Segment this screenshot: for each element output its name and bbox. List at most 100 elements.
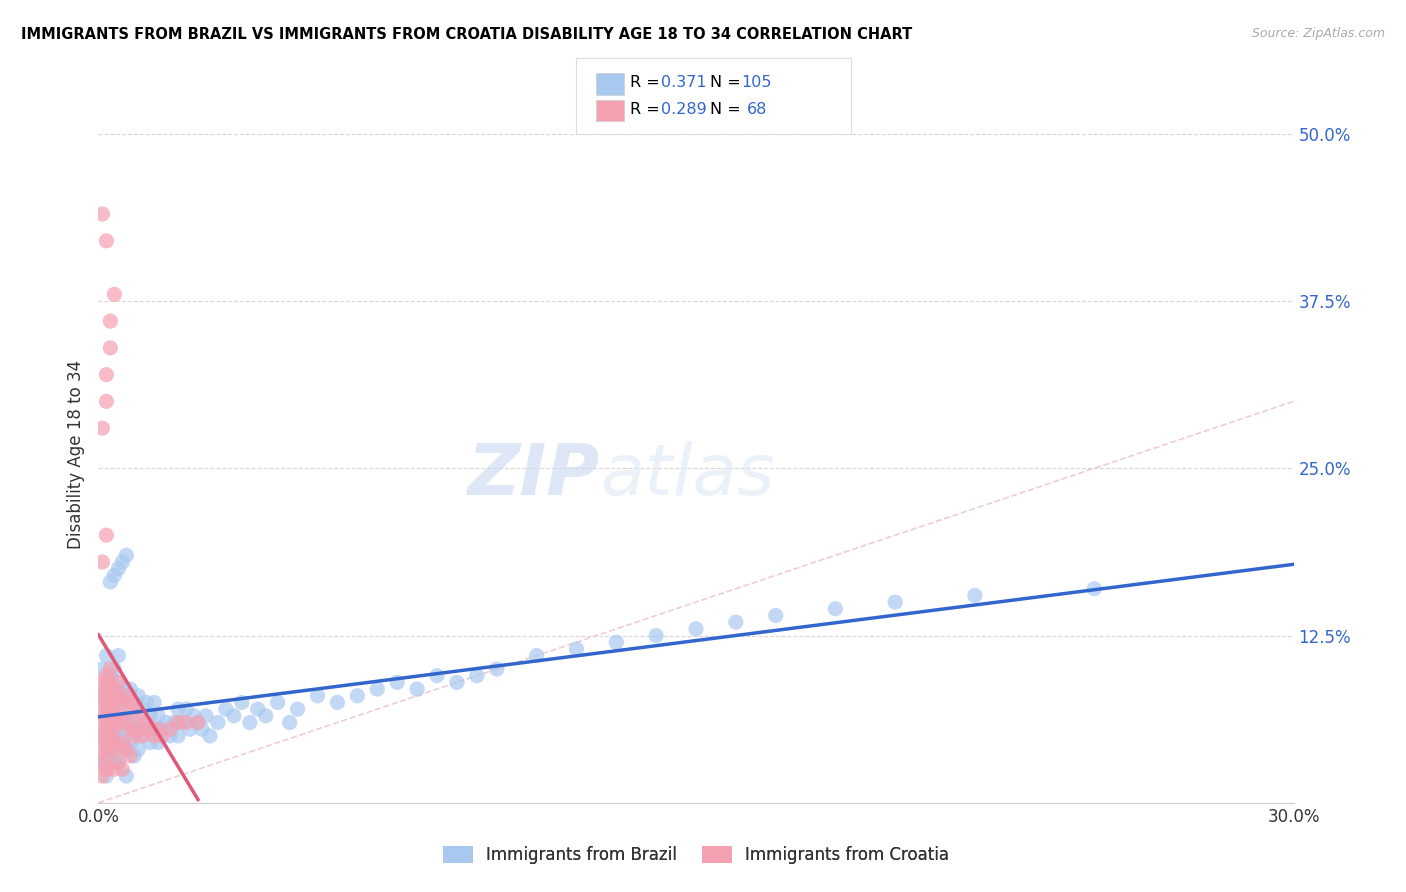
- Point: [111, 681, 134, 696]
- Point: [174, 715, 197, 730]
- Point: [96, 769, 118, 783]
- Text: 0.289: 0.289: [661, 103, 707, 117]
- Point: [724, 615, 747, 630]
- Point: [824, 602, 846, 616]
- Point: [96, 749, 118, 764]
- Point: [115, 715, 138, 730]
- Point: [246, 702, 269, 716]
- Point: [167, 715, 190, 730]
- Point: [107, 742, 129, 756]
- Point: [131, 729, 153, 743]
- Point: [103, 681, 125, 696]
- Point: [366, 681, 388, 696]
- Point: [120, 735, 142, 749]
- Point: [143, 696, 166, 710]
- Point: [96, 681, 118, 696]
- Text: atlas: atlas: [600, 442, 775, 510]
- Point: [174, 702, 197, 716]
- Point: [143, 729, 166, 743]
- Point: [124, 723, 146, 737]
- Point: [98, 715, 122, 730]
- Point: [91, 662, 114, 676]
- Point: [198, 729, 221, 743]
- Point: [150, 729, 173, 743]
- Point: [103, 662, 125, 676]
- Point: [645, 628, 668, 642]
- Point: [195, 708, 218, 723]
- Point: [96, 669, 118, 683]
- Point: [103, 568, 125, 582]
- Point: [127, 708, 149, 723]
- Point: [107, 648, 129, 663]
- Point: [131, 702, 153, 716]
- Point: [465, 669, 488, 683]
- Point: [107, 715, 129, 730]
- Point: [135, 723, 157, 737]
- Point: [98, 341, 122, 355]
- Point: [91, 742, 114, 756]
- Point: [107, 729, 129, 743]
- Point: [565, 642, 588, 657]
- Text: 105: 105: [741, 76, 772, 90]
- Point: [346, 689, 368, 703]
- Point: [191, 723, 214, 737]
- Point: [91, 769, 114, 783]
- Point: [150, 723, 173, 737]
- Point: [120, 681, 142, 696]
- Point: [96, 702, 118, 716]
- Point: [127, 715, 149, 730]
- Point: [91, 689, 114, 703]
- Point: [135, 715, 157, 730]
- Point: [91, 675, 114, 690]
- Point: [91, 715, 114, 730]
- Point: [159, 723, 181, 737]
- Text: ZIP: ZIP: [468, 442, 600, 510]
- Point: [207, 715, 229, 730]
- Point: [685, 622, 707, 636]
- Point: [96, 234, 118, 248]
- Point: [254, 708, 277, 723]
- Point: [485, 662, 508, 676]
- Text: N =: N =: [710, 103, 751, 117]
- Point: [91, 729, 114, 743]
- Text: N =: N =: [710, 76, 747, 90]
- Point: [98, 662, 122, 676]
- Point: [163, 715, 186, 730]
- Point: [98, 669, 122, 683]
- Point: [98, 675, 122, 690]
- Point: [103, 287, 125, 301]
- Point: [124, 696, 146, 710]
- Point: [307, 689, 329, 703]
- Point: [115, 715, 138, 730]
- Point: [167, 729, 190, 743]
- Point: [167, 702, 190, 716]
- Point: [96, 696, 118, 710]
- Point: [103, 723, 125, 737]
- Point: [115, 689, 138, 703]
- Point: [183, 708, 205, 723]
- Point: [884, 595, 907, 609]
- Point: [98, 681, 122, 696]
- Point: [127, 723, 149, 737]
- Text: R =: R =: [630, 76, 665, 90]
- Point: [103, 742, 125, 756]
- Point: [98, 708, 122, 723]
- Point: [111, 555, 134, 569]
- Point: [120, 749, 142, 764]
- Point: [139, 735, 162, 749]
- Point: [143, 723, 166, 737]
- Point: [91, 421, 114, 435]
- Point: [115, 742, 138, 756]
- Point: [96, 708, 118, 723]
- Point: [115, 548, 138, 563]
- Point: [111, 735, 134, 749]
- Point: [98, 749, 122, 764]
- Point: [120, 708, 142, 723]
- Point: [107, 675, 129, 690]
- Point: [231, 696, 253, 710]
- Point: [103, 735, 125, 749]
- Point: [96, 723, 118, 737]
- Point: [103, 762, 125, 776]
- Point: [605, 635, 627, 649]
- Point: [98, 723, 122, 737]
